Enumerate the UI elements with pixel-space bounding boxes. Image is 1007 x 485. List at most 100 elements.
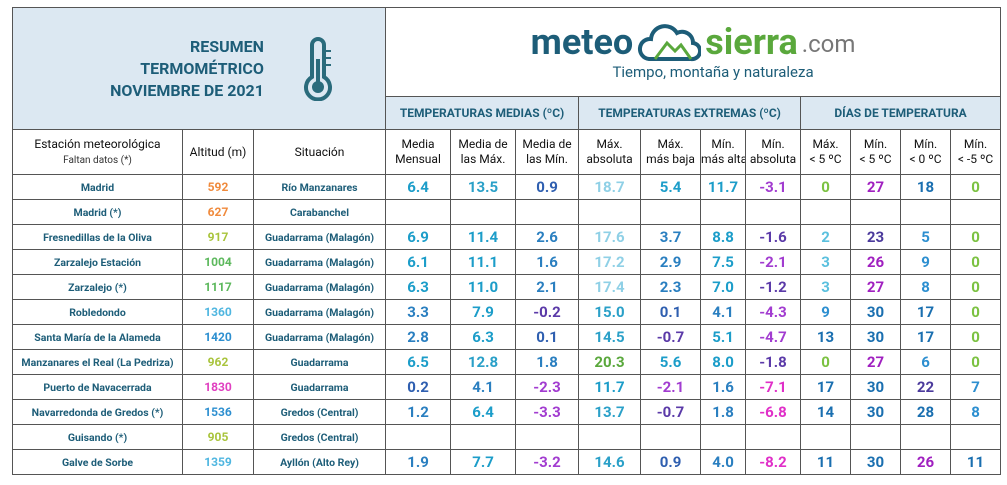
value-cell: 30 bbox=[850, 299, 902, 325]
value-cell: 7.0 bbox=[700, 274, 747, 300]
value-cell: 5.4 bbox=[640, 174, 702, 200]
value-cell: 6.1 bbox=[385, 249, 452, 275]
logo-block: meteo sierra .com Tiempo, montaña y natu… bbox=[385, 7, 1002, 97]
value-cell bbox=[800, 199, 852, 225]
column-header-line: las Máx. bbox=[460, 152, 506, 166]
station-row: Guisando (*) 905 Gredos (Central) bbox=[12, 424, 1002, 450]
summary-table: RESUMEN TERMOMÉTRICO NOVIEMBRE DE 2021 m… bbox=[11, 7, 1002, 475]
altitude: 917 bbox=[182, 224, 254, 250]
column-header-line: Situación bbox=[294, 144, 345, 159]
value-cell bbox=[745, 199, 802, 225]
column-header-line: Mín. bbox=[963, 137, 988, 151]
value-cell: 13.5 bbox=[450, 174, 517, 200]
altitude: 1359 bbox=[182, 449, 254, 475]
value-cell: 1.6 bbox=[515, 249, 580, 275]
value-cell: 7.5 bbox=[700, 249, 747, 275]
value-cell bbox=[515, 199, 580, 225]
group-header: TEMPERATURAS MEDIAS (ºC) bbox=[385, 96, 580, 130]
value-cell: 3.7 bbox=[640, 224, 702, 250]
station-name: Manzanares el Real (La Pedriza) bbox=[12, 349, 183, 375]
value-cell: 3 bbox=[800, 274, 852, 300]
value-cell: 4.1 bbox=[700, 299, 747, 325]
value-cell: 14 bbox=[800, 399, 852, 425]
column-header: Media Mensual bbox=[385, 129, 452, 175]
value-cell: 11.7 bbox=[700, 174, 747, 200]
value-cell: -2.1 bbox=[640, 374, 702, 400]
value-cell: 11 bbox=[950, 449, 1002, 475]
station-row: Zarzalejo Estación 1004 Guadarrama (Malagó… bbox=[12, 249, 1002, 275]
station-name: Madrid (*) bbox=[12, 199, 183, 225]
value-cell bbox=[900, 199, 952, 225]
value-cell: 5 bbox=[900, 224, 952, 250]
value-cell: 2.3 bbox=[640, 274, 702, 300]
location: Gredos (Central) bbox=[252, 399, 387, 425]
value-cell: -0.7 bbox=[640, 324, 702, 350]
value-cell bbox=[950, 424, 1002, 450]
altitude: 1830 bbox=[182, 374, 254, 400]
value-cell: 6.9 bbox=[385, 224, 452, 250]
value-cell: 11.7 bbox=[578, 374, 642, 400]
value-cell: 0 bbox=[950, 274, 1002, 300]
column-header-line: Máx. bbox=[657, 137, 684, 151]
value-cell: 3.3 bbox=[385, 299, 452, 325]
title-line: RESUMEN bbox=[189, 36, 264, 56]
station-row: Galve de Sorbe 1359 Ayllón (Alto Rey) 1.9 7.… bbox=[12, 449, 1002, 475]
title-block: RESUMEN TERMOMÉTRICO NOVIEMBRE DE 2021 bbox=[11, 7, 387, 130]
value-cell: 23 bbox=[850, 224, 902, 250]
column-header-line: Mín. bbox=[711, 137, 735, 151]
value-cell: 1.8 bbox=[515, 349, 580, 375]
value-cell: 27 bbox=[850, 349, 902, 375]
value-cell: 0 bbox=[950, 349, 1002, 375]
value-cell: 7.9 bbox=[450, 299, 517, 325]
value-cell: 30 bbox=[850, 449, 902, 475]
value-cell: 2.1 bbox=[515, 274, 580, 300]
title-line: TERMOMÉTRICO bbox=[140, 58, 264, 78]
altitude: 592 bbox=[182, 174, 254, 200]
value-cell: 13.7 bbox=[578, 399, 642, 425]
value-cell: 11.0 bbox=[450, 274, 517, 300]
column-header: Mín. más alta bbox=[700, 129, 747, 175]
value-cell: 11 bbox=[800, 449, 852, 475]
value-cell bbox=[850, 424, 902, 450]
value-cell: 17.6 bbox=[578, 224, 642, 250]
location: Guadarrama bbox=[252, 349, 387, 375]
value-cell: 1.8 bbox=[700, 399, 747, 425]
station-name: Zarzalejo Estación bbox=[12, 249, 183, 275]
value-cell bbox=[385, 424, 452, 450]
value-cell: 6.3 bbox=[385, 274, 452, 300]
column-header: Mín. < 5 ºC bbox=[850, 129, 902, 175]
value-cell: -3.1 bbox=[745, 174, 802, 200]
station-name: Zarzalejo (*) bbox=[12, 274, 183, 300]
value-cell: 8 bbox=[950, 399, 1002, 425]
altitude: 1004 bbox=[182, 249, 254, 275]
value-cell: 1.9 bbox=[385, 449, 452, 475]
logo-icon bbox=[638, 24, 702, 62]
value-cell: 17 bbox=[900, 324, 952, 350]
value-cell: 0 bbox=[950, 299, 1002, 325]
value-cell: 11.1 bbox=[450, 249, 517, 275]
value-cell: 30 bbox=[850, 399, 902, 425]
value-cell: -0.2 bbox=[515, 299, 580, 325]
value-cell: 7.7 bbox=[450, 449, 517, 475]
station-row: Manzanares el Real (La Pedriza) 962 Guadar… bbox=[12, 349, 1002, 375]
value-cell: 1.2 bbox=[385, 399, 452, 425]
value-cell: 6.4 bbox=[385, 174, 452, 200]
title-line: NOVIEMBRE DE 2021 bbox=[110, 80, 264, 100]
value-cell: 0 bbox=[800, 349, 852, 375]
value-cell: 27 bbox=[850, 274, 902, 300]
location: Gredos (Central) bbox=[252, 424, 387, 450]
column-header-line: Mín. bbox=[863, 137, 888, 151]
value-cell: 0.1 bbox=[640, 299, 702, 325]
value-cell: 2.9 bbox=[640, 249, 702, 275]
column-header-line: Media de bbox=[522, 137, 572, 151]
value-cell bbox=[800, 424, 852, 450]
brand-right: sierra bbox=[705, 21, 798, 63]
value-cell: 12.8 bbox=[450, 349, 517, 375]
station-row: Puerto de Navacerrada 1830 Guadarrama 0.2 4.… bbox=[12, 374, 1002, 400]
value-cell bbox=[578, 199, 642, 225]
group-header: DÍAS DE TEMPERATURA bbox=[800, 96, 1002, 130]
column-header-line: Mensual bbox=[395, 152, 441, 166]
value-cell: 18.7 bbox=[578, 174, 642, 200]
column-header-line: < 5 ºC bbox=[859, 152, 892, 166]
